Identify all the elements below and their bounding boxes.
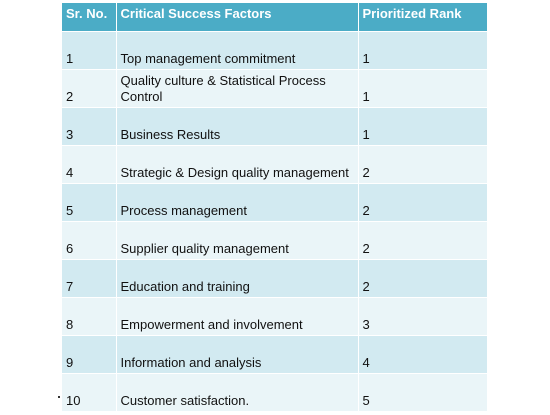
rank-cell: 3	[358, 296, 488, 335]
header-prioritized-rank: Prioritized Rank	[358, 3, 488, 31]
factor-cell: Process management	[116, 182, 359, 221]
rank-cell: 4	[358, 334, 488, 373]
rank-cell: 2	[358, 220, 488, 259]
table-row: 10 Customer satisfaction. 5	[62, 372, 488, 411]
rank-cell: 1	[358, 68, 488, 107]
critical-success-factors-table: Sr. No. Critical Success Factors Priorit…	[62, 3, 488, 411]
rank-cell: 1	[358, 30, 488, 69]
rank-cell: 5	[358, 372, 488, 411]
table-row: 3 Business Results 1	[62, 106, 488, 145]
sr-no-cell: 6	[62, 220, 117, 259]
sr-no-cell: 4	[62, 144, 117, 183]
sr-no-cell: 2	[62, 68, 117, 107]
stray-mark	[58, 396, 60, 398]
factor-cell: Customer satisfaction.	[116, 372, 359, 411]
sr-no-cell: 7	[62, 258, 117, 297]
table-row: 9 Information and analysis 4	[62, 334, 488, 373]
table-row: 4 Strategic & Design quality management …	[62, 144, 488, 183]
factor-cell: Top management commitment	[116, 30, 359, 69]
rank-cell: 2	[358, 144, 488, 183]
factor-cell: Information and analysis	[116, 334, 359, 373]
factor-cell: Business Results	[116, 106, 359, 145]
factor-cell: Strategic & Design quality management	[116, 144, 359, 183]
sr-no-cell: 10	[62, 372, 117, 411]
sr-no-cell: 5	[62, 182, 117, 221]
rank-cell: 2	[358, 258, 488, 297]
rank-cell: 2	[358, 182, 488, 221]
table-row: 5 Process management 2	[62, 182, 488, 221]
table-row: 2 Quality culture & Statistical Process …	[62, 68, 488, 107]
factor-cell: Empowerment and involvement	[116, 296, 359, 335]
factor-cell: Education and training	[116, 258, 359, 297]
table-row: 6 Supplier quality management 2	[62, 220, 488, 259]
sr-no-cell: 3	[62, 106, 117, 145]
sr-no-cell: 8	[62, 296, 117, 335]
sr-no-cell: 9	[62, 334, 117, 373]
table-row: 1 Top management commitment 1	[62, 30, 488, 69]
rank-cell: 1	[358, 106, 488, 145]
header-critical-success-factors: Critical Success Factors	[116, 3, 359, 31]
sr-no-cell: 1	[62, 30, 117, 69]
table-row: 7 Education and training 2	[62, 258, 488, 297]
table-row: 8 Empowerment and involvement 3	[62, 296, 488, 335]
factor-cell: Quality culture & Statistical Process Co…	[116, 68, 359, 107]
table-header-row: Sr. No. Critical Success Factors Priorit…	[62, 3, 488, 31]
header-sr-no: Sr. No.	[62, 3, 117, 31]
factor-cell: Supplier quality management	[116, 220, 359, 259]
